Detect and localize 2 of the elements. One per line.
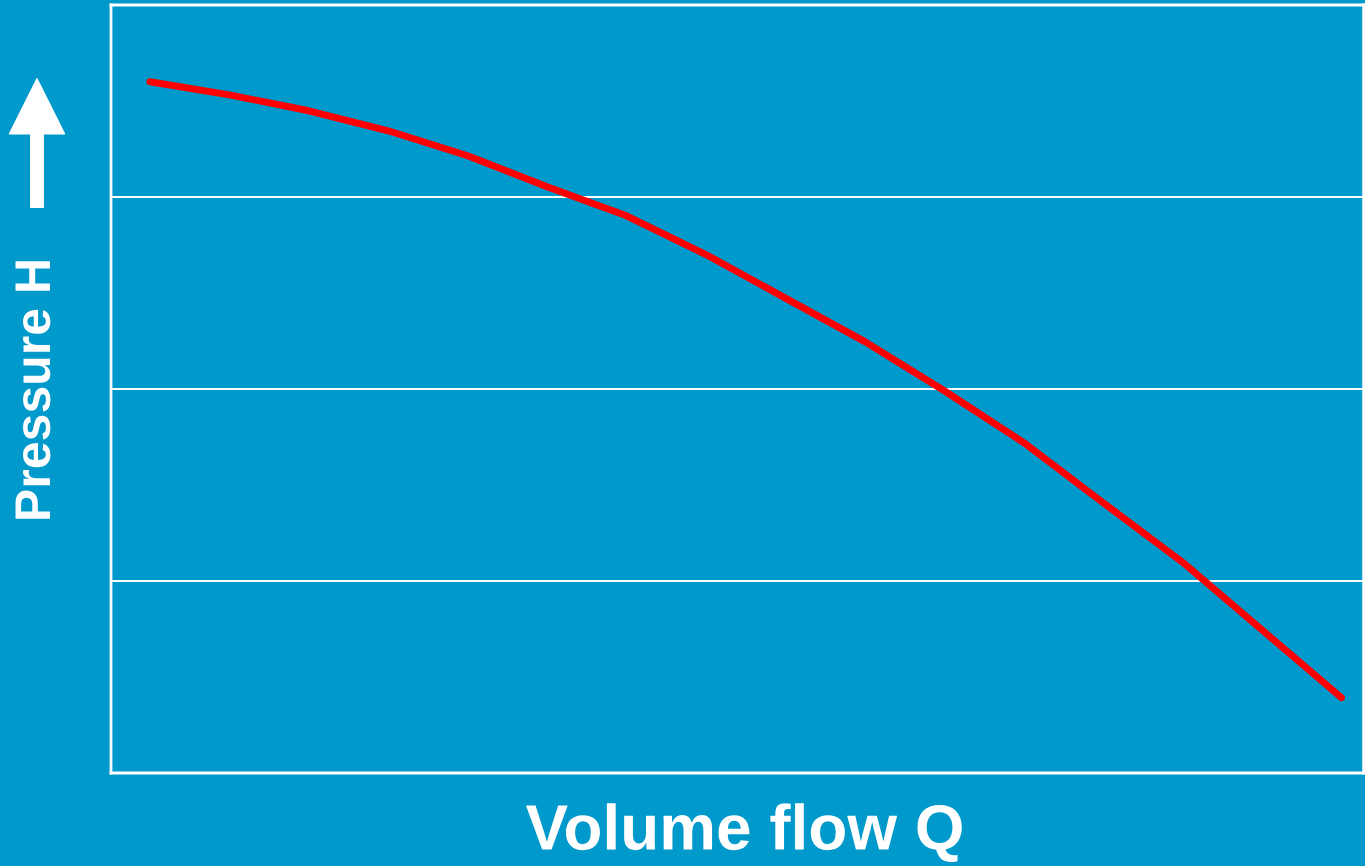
x-axis-title: Volume flow Q [525,803,962,863]
y-axis-title: Pressure H [15,261,51,519]
